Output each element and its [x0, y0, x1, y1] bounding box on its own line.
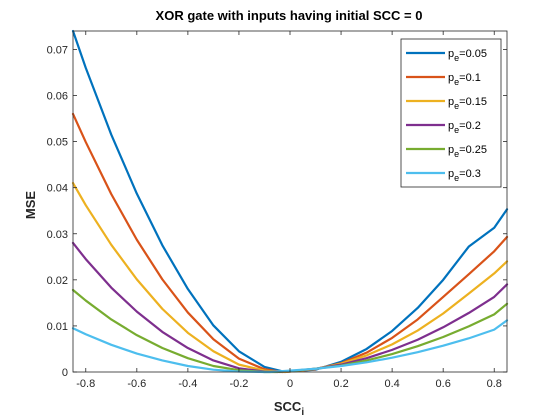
x-tick-label: -0.8	[76, 378, 95, 390]
x-tick-label: -0.4	[178, 378, 197, 390]
legend-label-6: pe=0.3	[448, 168, 481, 183]
y-tick-label: 0.04	[47, 183, 68, 195]
legend-label-value: =0.2	[459, 120, 481, 132]
y-tick-label: 0.07	[47, 44, 68, 56]
legend-label-4: pe=0.2	[448, 120, 481, 135]
x-tick-label: 0.2	[333, 378, 348, 390]
legend-label-main: p	[448, 72, 454, 84]
legend-label-value: =0.15	[459, 96, 487, 108]
x-tick-label: 0.8	[487, 378, 502, 390]
legend-label-subscript: e	[454, 77, 459, 87]
y-axis-title: MSE	[23, 191, 38, 220]
legend-box	[400, 38, 502, 188]
legend-label-subscript: e	[454, 53, 459, 63]
legend-label-main: p	[448, 96, 454, 108]
x-axis-title-main: SCC	[274, 399, 302, 414]
legend-label-5: pe=0.25	[448, 144, 487, 159]
x-tick-label: 0.6	[436, 378, 451, 390]
legend-label-value: =0.3	[459, 168, 481, 180]
legend-label-1: pe=0.05	[448, 48, 487, 63]
legend-label-subscript: e	[454, 125, 459, 135]
y-axis: 0 0.01 0.02 0.03 0.04 0.05 0.06 0.07	[47, 44, 507, 379]
legend-label-3: pe=0.15	[448, 96, 487, 111]
x-tick-label: 0	[287, 378, 293, 390]
x-axis: -0.8 -0.6 -0.4 -0.2 0 0.2 0.4 0.6 0.8	[76, 31, 502, 390]
x-tick-label: 0.4	[384, 378, 399, 390]
y-tick-label: 0.06	[47, 91, 68, 103]
legend-label-value: =0.25	[459, 144, 487, 156]
legend-label-value: =0.1	[459, 72, 481, 84]
legend-label-subscript: e	[454, 173, 459, 183]
x-axis-title: SCCi	[274, 399, 304, 418]
legend-label-main: p	[448, 144, 454, 156]
chart-title: XOR gate with inputs having initial SCC …	[156, 8, 423, 23]
legend-label-subscript: e	[454, 149, 459, 159]
y-tick-label: 0.01	[47, 321, 68, 333]
legend-label-main: p	[448, 48, 454, 60]
legend-label-2: pe=0.1	[448, 72, 481, 87]
y-tick-label: 0	[62, 367, 68, 379]
y-tick-label: 0.03	[47, 229, 68, 241]
x-tick-label: -0.2	[229, 378, 248, 390]
series-line-6	[71, 319, 509, 374]
legend-label-subscript: e	[454, 101, 459, 111]
legend-label-main: p	[448, 120, 454, 132]
y-tick-label: 0.02	[47, 275, 68, 287]
x-tick-label: -0.6	[127, 378, 146, 390]
y-tick-label: 0.05	[47, 137, 68, 149]
legend-label-main: p	[448, 168, 454, 180]
x-axis-title-subscript: i	[301, 407, 304, 418]
legend-label-value: =0.05	[459, 48, 487, 60]
